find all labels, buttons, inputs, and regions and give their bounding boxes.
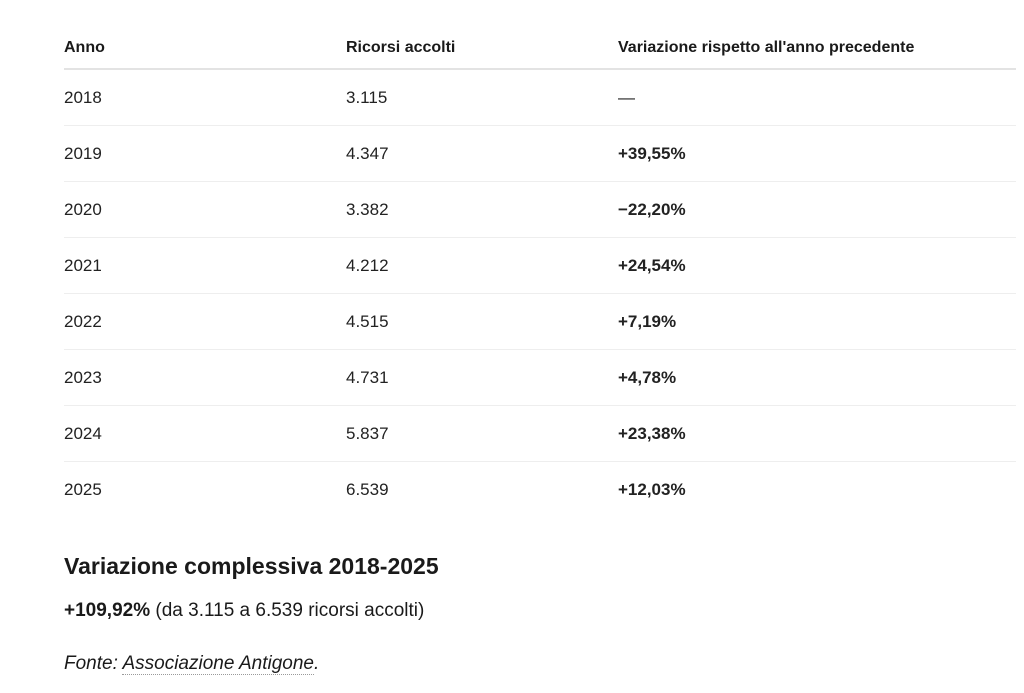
cell-anno: 2019 bbox=[64, 125, 346, 182]
ricorsi-table: Anno Ricorsi accolti Variazione rispetto… bbox=[64, 28, 1016, 517]
table-row: 2018 3.115 — bbox=[64, 69, 1016, 126]
cell-variazione: −22,20% bbox=[618, 181, 1016, 238]
table-row: 2022 4.515 +7,19% bbox=[64, 293, 1016, 350]
cell-ricorsi: 4.347 bbox=[346, 125, 618, 182]
summary-text: +109,92% (da 3.115 a 6.539 ricorsi accol… bbox=[64, 600, 424, 622]
summary-detail: (da 3.115 a 6.539 ricorsi accolti) bbox=[155, 600, 425, 621]
cell-ricorsi: 3.382 bbox=[346, 181, 618, 238]
cell-variazione: — bbox=[618, 69, 1016, 126]
cell-variazione: +4,78% bbox=[618, 349, 1016, 406]
cell-ricorsi: 4.731 bbox=[346, 349, 618, 406]
cell-ricorsi: 5.837 bbox=[346, 405, 618, 462]
cell-ricorsi: 4.515 bbox=[346, 293, 618, 350]
cell-anno: 2025 bbox=[64, 479, 102, 499]
cell-variazione: +7,19% bbox=[618, 293, 1016, 350]
cell-anno: 2020 bbox=[64, 181, 346, 238]
table-row: 2021 4.212 +24,54% bbox=[64, 237, 1016, 294]
table-header-row: Anno Ricorsi accolti Variazione rispetto… bbox=[64, 28, 1016, 70]
cell-variazione: +39,55% bbox=[618, 125, 1016, 182]
cell-ricorsi: 4.212 bbox=[346, 237, 618, 294]
header-anno: Anno bbox=[64, 28, 346, 70]
source-suffix: . bbox=[313, 653, 320, 674]
source-note: Fonte: Associazione Antigone. bbox=[64, 653, 319, 675]
source-label: Fonte: bbox=[64, 653, 118, 674]
cell-anno: 2018 bbox=[64, 69, 346, 126]
table-row: 2024 5.837 +23,38% bbox=[64, 405, 1016, 462]
cell-anno: 2024 bbox=[64, 405, 346, 462]
cell-anno: 2021 bbox=[64, 237, 346, 294]
cell-anno: 2023 bbox=[64, 349, 346, 406]
cell-ricorsi: 3.115 bbox=[346, 69, 618, 126]
cell-variazione: +24,54% bbox=[618, 237, 1016, 294]
cell-ricorsi: 6.539 bbox=[346, 479, 389, 499]
table-row: 2025 6.539 +12,03% bbox=[64, 462, 1016, 518]
table-row: 2023 4.731 +4,78% bbox=[64, 349, 1016, 406]
summary-heading: Variazione complessiva 2018-2025 bbox=[64, 553, 439, 579]
table-row: 2019 4.347 +39,55% bbox=[64, 125, 1016, 182]
table-row: 2020 3.382 −22,20% bbox=[64, 181, 1016, 238]
cell-anno: 2022 bbox=[64, 293, 346, 350]
cell-variazione: +23,38% bbox=[618, 405, 1016, 462]
header-variazione: Variazione rispetto all'anno precedente bbox=[618, 28, 1016, 70]
cell-variazione: +12,03% bbox=[618, 479, 686, 499]
source-link[interactable]: Associazione Antigone bbox=[122, 653, 314, 675]
summary-percentage: +109,92% bbox=[64, 600, 151, 621]
header-ricorsi-accolti: Ricorsi accolti bbox=[346, 28, 618, 70]
